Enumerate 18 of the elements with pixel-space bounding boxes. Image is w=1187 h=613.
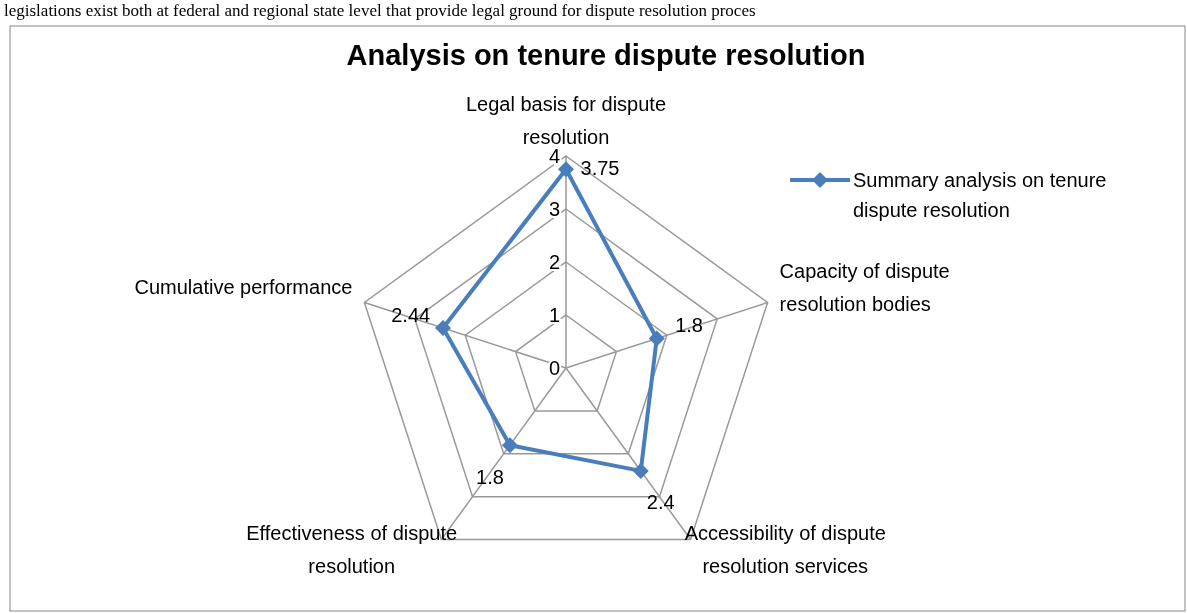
data-label: 2.44 bbox=[391, 303, 431, 326]
y-tick-label: 3 bbox=[548, 198, 560, 220]
spoke-label: Cumulative performance bbox=[134, 276, 353, 299]
data-label: 1.8 bbox=[476, 465, 504, 488]
y-tick-label: 4 bbox=[548, 145, 560, 167]
data-label: 3.75 bbox=[580, 157, 620, 180]
y-tick-label: 1 bbox=[548, 304, 560, 326]
y-tick-label: 2 bbox=[548, 251, 560, 273]
legend-label: Summary analysis on tenure dispute resolution bbox=[853, 169, 1107, 221]
data-label: 2.4 bbox=[646, 491, 675, 514]
spoke-label: Legal basis for dispute resolution bbox=[465, 93, 667, 148]
text: legislations exist both at federal and regional state level that provide legal ground for dispute resolution proces bbox=[4, 1, 756, 20]
spoke-label: Effectiveness of dispute resolution bbox=[246, 521, 458, 577]
spoke-label: Capacity of dispute resolution bodies bbox=[779, 260, 950, 316]
spoke-label: Accessibility of dispute resolution services bbox=[684, 521, 886, 577]
chart-title: Analysis on tenure dispute resolution bbox=[346, 39, 866, 71]
data-label: 1.8 bbox=[675, 314, 703, 337]
y-tick-label: 0 bbox=[548, 357, 560, 379]
